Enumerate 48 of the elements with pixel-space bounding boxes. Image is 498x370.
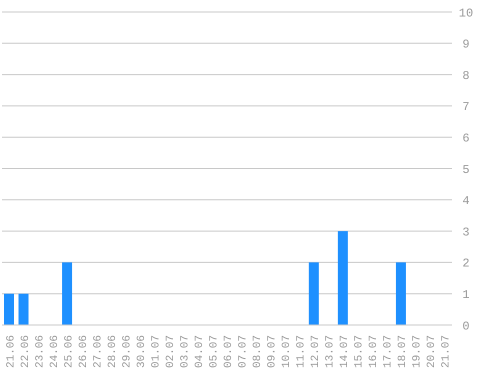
x-tick-label: 14.07 bbox=[339, 335, 352, 368]
x-tick-label: 06.07 bbox=[223, 335, 235, 368]
y-tick-label: 9 bbox=[462, 38, 470, 52]
x-tick-label: 11.07 bbox=[296, 335, 308, 368]
bar bbox=[62, 262, 72, 325]
x-tick-label: 17.07 bbox=[382, 335, 395, 368]
x-tick-label: 01.07 bbox=[150, 335, 162, 368]
x-tick-label: 03.07 bbox=[179, 335, 192, 368]
x-tick-label: 21.06 bbox=[5, 335, 18, 368]
y-tick-label: 1 bbox=[462, 288, 470, 302]
x-tick-label: 08.07 bbox=[252, 335, 264, 368]
x-tick-label: 24.06 bbox=[48, 335, 61, 368]
y-tick-label: 5 bbox=[462, 162, 470, 177]
bar bbox=[4, 294, 14, 325]
x-tick-label: 10.07 bbox=[281, 335, 294, 368]
x-tick-label: 16.07 bbox=[368, 335, 380, 368]
x-tick-label: 20.07 bbox=[426, 335, 438, 368]
y-tick-label: 10 bbox=[458, 6, 474, 20]
bar bbox=[18, 294, 29, 325]
x-tick-label: 28.06 bbox=[106, 335, 119, 368]
x-tick-label: 22.06 bbox=[20, 335, 32, 368]
bar bbox=[308, 262, 319, 325]
x-tick-label: 15.07 bbox=[354, 335, 366, 368]
x-tick-label: 18.07 bbox=[397, 335, 410, 368]
x-tick-label: 23.06 bbox=[34, 335, 46, 368]
x-tick-label: 13.07 bbox=[324, 335, 337, 368]
x-tick-label: 12.07 bbox=[310, 335, 322, 368]
y-tick-label: 8 bbox=[462, 68, 470, 83]
y-tick-label: 6 bbox=[462, 131, 470, 146]
y-tick-label: 7 bbox=[462, 100, 470, 114]
x-tick-label: 09.07 bbox=[266, 335, 279, 368]
x-tick-label: 25.06 bbox=[63, 335, 76, 368]
x-tick-label: 02.07 bbox=[164, 335, 177, 368]
x-tick-label: 30.06 bbox=[136, 335, 148, 368]
x-tick-label: 19.07 bbox=[412, 335, 424, 368]
x-tick-label: 05.07 bbox=[208, 335, 220, 368]
bar bbox=[338, 231, 348, 325]
y-tick-label: 3 bbox=[462, 225, 470, 240]
x-tick-label: 29.06 bbox=[121, 335, 134, 368]
y-tick-label: 0 bbox=[462, 319, 470, 334]
y-tick-label: 2 bbox=[462, 256, 470, 271]
x-tick-label: 07.07 bbox=[238, 335, 250, 368]
x-tick-label: 04.07 bbox=[194, 335, 206, 368]
x-tick-label: 21.07 bbox=[440, 335, 453, 368]
x-tick-label: 26.06 bbox=[78, 335, 90, 368]
y-tick-label: 4 bbox=[462, 194, 470, 208]
x-tick-label: 27.06 bbox=[92, 335, 104, 368]
bar bbox=[396, 262, 406, 325]
